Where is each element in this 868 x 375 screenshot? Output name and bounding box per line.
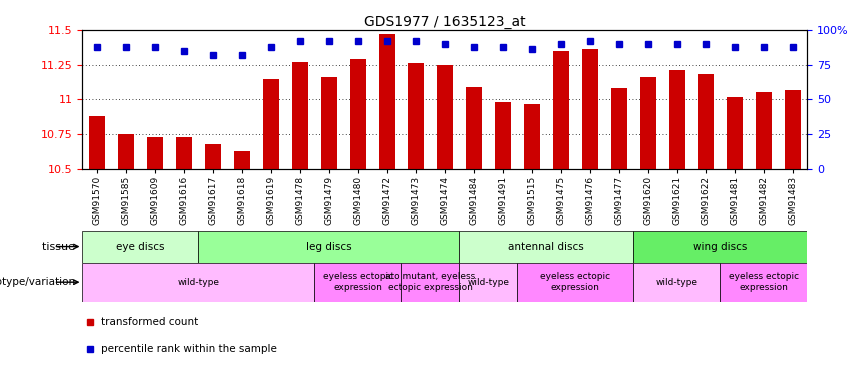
Text: tissue: tissue — [42, 242, 78, 252]
Bar — [321, 77, 337, 169]
Bar — [756, 92, 772, 169]
Bar — [524, 104, 540, 169]
Bar — [437, 64, 453, 169]
Bar — [292, 62, 308, 169]
Bar — [634, 231, 807, 262]
Text: wild-type: wild-type — [467, 278, 510, 286]
Text: ato mutant, eyeless
ectopic expression: ato mutant, eyeless ectopic expression — [385, 273, 476, 292]
Bar — [263, 79, 279, 169]
Bar — [466, 87, 482, 169]
Bar — [720, 262, 807, 302]
Bar — [118, 134, 134, 169]
Bar — [611, 88, 627, 169]
Bar — [205, 144, 220, 169]
Bar — [379, 34, 395, 169]
Bar — [82, 231, 199, 262]
Bar — [582, 50, 598, 169]
Bar — [669, 70, 685, 169]
Title: GDS1977 / 1635123_at: GDS1977 / 1635123_at — [364, 15, 526, 29]
Bar — [147, 137, 163, 169]
Text: wing discs: wing discs — [693, 242, 747, 252]
Bar — [350, 59, 365, 169]
Bar — [553, 51, 569, 169]
Text: percentile rank within the sample: percentile rank within the sample — [101, 344, 276, 354]
Text: eyeless ectopic
expression: eyeless ectopic expression — [323, 273, 393, 292]
Bar — [495, 102, 510, 169]
Text: genotype/variation: genotype/variation — [0, 277, 78, 287]
Bar — [89, 116, 105, 169]
Text: leg discs: leg discs — [306, 242, 352, 252]
Bar — [82, 262, 314, 302]
Bar — [234, 151, 250, 169]
Bar — [634, 262, 720, 302]
Bar — [517, 262, 634, 302]
Text: eyeless ectopic
expression: eyeless ectopic expression — [729, 273, 799, 292]
Bar — [459, 231, 634, 262]
Bar — [408, 63, 424, 169]
Text: eyeless ectopic
expression: eyeless ectopic expression — [540, 273, 610, 292]
Text: wild-type: wild-type — [656, 278, 698, 286]
Bar — [640, 77, 655, 169]
Bar — [727, 97, 743, 169]
Bar — [785, 90, 800, 169]
Text: wild-type: wild-type — [177, 278, 220, 286]
Bar — [176, 137, 192, 169]
Bar — [698, 74, 713, 169]
Text: transformed count: transformed count — [101, 317, 198, 327]
Bar — [401, 262, 459, 302]
Text: antennal discs: antennal discs — [509, 242, 584, 252]
Bar — [459, 262, 517, 302]
Bar — [199, 231, 459, 262]
Text: eye discs: eye discs — [116, 242, 165, 252]
Bar — [314, 262, 401, 302]
